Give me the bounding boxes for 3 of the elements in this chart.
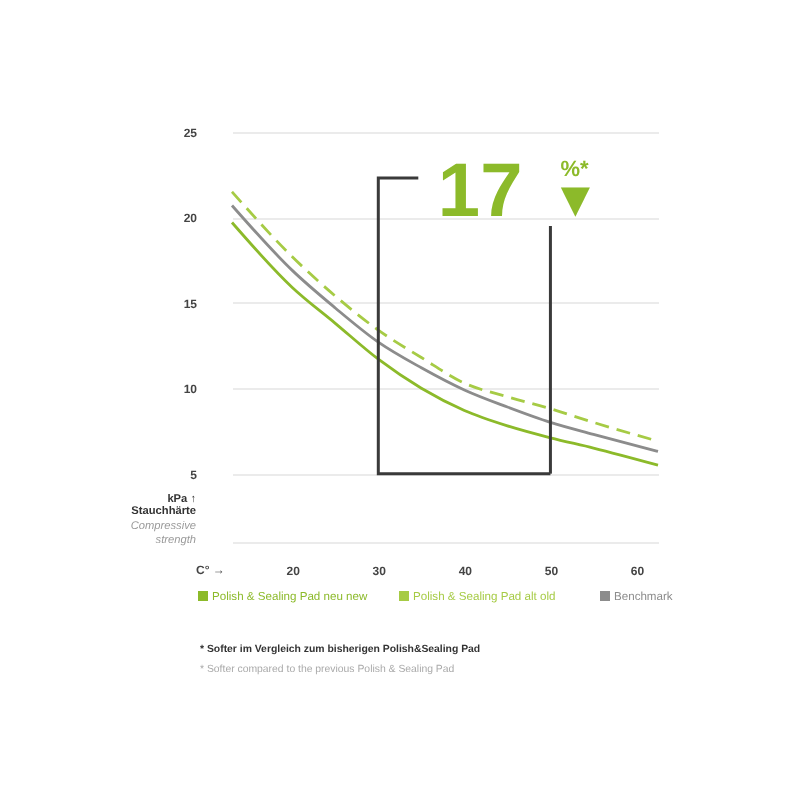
annotation: %*: [560, 158, 590, 182]
annotation: ▼: [560, 178, 591, 222]
annotation: 17: [437, 150, 523, 234]
